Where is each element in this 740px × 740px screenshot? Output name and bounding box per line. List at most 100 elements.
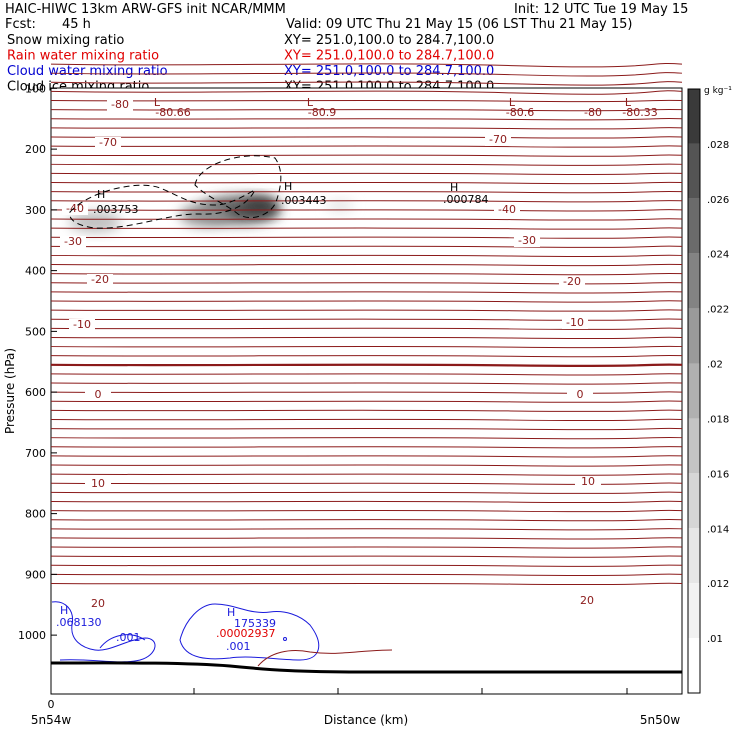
temperature-contour	[50, 464, 683, 467]
temperature-contour	[50, 309, 683, 312]
contour-label-bg	[62, 203, 88, 215]
temperature-contour	[50, 582, 683, 586]
temperature-contour	[50, 363, 683, 367]
contour-label-bg	[85, 478, 111, 490]
x-left-label: 5n54w	[31, 713, 72, 727]
colorbar-tick-label: .028	[707, 140, 729, 151]
field-label: Snow mixing ratio	[7, 33, 124, 48]
contour-label-bg	[107, 99, 133, 111]
temperature-label: -10	[73, 318, 91, 331]
colorbar-tick-label: .026	[707, 195, 729, 206]
temperature-contour	[50, 418, 683, 422]
temperature-label: -70	[99, 136, 117, 149]
y-tick-label: 1000	[18, 629, 46, 642]
temperature-contour	[50, 62, 683, 68]
temperature-contour	[50, 400, 683, 403]
colorbar-tick-label: .012	[707, 579, 729, 590]
temperature-contour	[50, 236, 683, 239]
temperature-label: 0	[577, 388, 584, 401]
y-tick-label: 300	[25, 204, 46, 217]
colorbar-tick-label: .01	[707, 634, 723, 645]
temperature-contour	[50, 446, 683, 449]
cloud-water-high-value: .068130	[56, 616, 102, 629]
colorbar-swatch	[688, 528, 700, 584]
temperature-contour	[50, 509, 683, 513]
temperature-contour	[50, 181, 683, 185]
temperature-label: 20	[580, 594, 594, 607]
temperature-contour	[50, 282, 683, 285]
forecast-value: 45 h	[62, 17, 91, 32]
snow-high-value: .003443	[281, 194, 327, 207]
forecast-label: Fcst:	[5, 17, 36, 32]
cloud-water-contour	[99, 634, 146, 649]
contour-label-bg	[60, 236, 86, 248]
temperature-label: -30	[64, 235, 82, 248]
field-xy: XY= 251.0,100.0 to 284.7,100.0	[284, 33, 494, 48]
temperature-contour	[50, 163, 683, 166]
temperature-label: -20	[563, 275, 581, 288]
temperature-contour	[50, 118, 683, 121]
overlays: -80 -70 -70 -40 -40 -30 -30 -20 -20 -10 -10 0 0 10 10 2…	[50, 96, 682, 674]
colorbar-tick-label: .014	[707, 524, 729, 535]
temperature-contour	[50, 336, 683, 340]
colorbar: .01 .012 .014 .016 .018 .02 .022 .024 .026 .028 g …	[687, 86, 732, 694]
low-marker: L	[625, 96, 632, 109]
valid-time: Valid: 09 UTC Thu 21 May 15 (06 LST Thu …	[286, 17, 633, 32]
contour-label-bg	[574, 595, 600, 607]
temperature-label: -40	[66, 202, 84, 215]
temperature-contour	[50, 136, 683, 139]
temperature-contour	[50, 254, 683, 258]
colorbar-swatch	[688, 583, 700, 639]
temperature-contour	[50, 200, 683, 203]
temperature-contour	[50, 409, 683, 412]
temperature-label: -30	[518, 234, 536, 247]
temperature-contour	[50, 482, 683, 485]
colorbar-frame	[687, 88, 701, 694]
cloud-water-label: .001	[116, 631, 141, 644]
temperature-contour	[50, 272, 683, 276]
colorbar-tick-label: .024	[707, 250, 729, 261]
snow-shade-blob	[69, 212, 121, 232]
colorbar-tick-label: .022	[707, 305, 729, 316]
temperature-contour	[50, 373, 683, 376]
temperature-contour	[50, 172, 683, 176]
field-xy: XY= 251.0,100.0 to 284.7,100.0	[284, 49, 494, 64]
temperature-contour	[257, 649, 393, 667]
field-xy: XY= 251.0,100.0 to 284.7,100.0	[284, 64, 494, 79]
figure-title: HAIC-HIWC 13km ARW-GFS init NCAR/MMM	[5, 2, 286, 17]
temperature-contour	[50, 564, 683, 567]
colorbar-tick-label: .016	[707, 469, 729, 480]
temperature-contour	[50, 99, 683, 103]
contour-label-bg	[494, 204, 520, 216]
cloud-water-dot	[283, 637, 287, 641]
cloud-water-label: .001	[226, 640, 251, 653]
low-marker: L	[509, 96, 516, 109]
snow-shade-blob	[326, 200, 354, 212]
temperature-label: -40	[498, 203, 516, 216]
temperature-contour	[50, 528, 683, 531]
temperature-contour	[50, 345, 683, 349]
temperature-label: 20	[91, 597, 105, 610]
y-tick-label: 100	[25, 82, 46, 95]
temperature-contour	[50, 81, 683, 86]
temperature-label: 10	[91, 477, 105, 490]
temperature-contour	[50, 473, 683, 476]
temperature-contour	[50, 518, 683, 522]
temperature-label: 0	[95, 388, 102, 401]
low-value: -80.33	[622, 106, 657, 119]
y-axis: 100 200 300 400 500 600 700 800 900 1000 Pressure …	[3, 82, 57, 642]
contour-label-bg	[95, 137, 121, 149]
cloud-ice-contour	[69, 184, 257, 229]
colorbar-tick-label: .02	[707, 360, 723, 371]
x-origin-label: 0	[48, 698, 55, 711]
temperature-contour	[50, 537, 683, 540]
temperature-contour	[50, 300, 683, 303]
colorbar-swatch	[688, 418, 700, 474]
y-tick-label: 900	[25, 568, 46, 581]
init-time: Init: 12 UTC Tue 19 May 15	[514, 2, 688, 17]
contour-label-bg	[87, 274, 113, 286]
rain-high-value: .00002937	[216, 627, 276, 640]
temperature-contour	[50, 546, 683, 549]
cloud-ice-contour	[194, 155, 282, 218]
